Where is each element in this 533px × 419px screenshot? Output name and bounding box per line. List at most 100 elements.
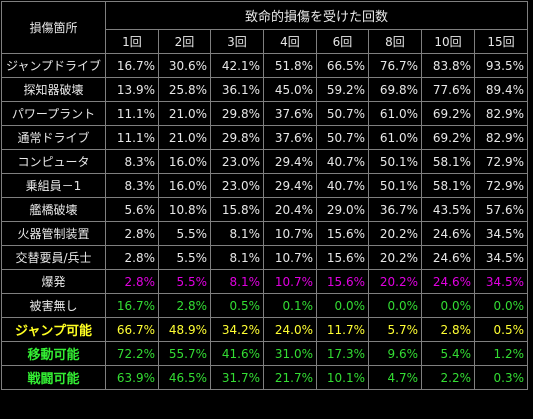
table-row: ジャンプ可能 66.7% 48.9% 34.2% 24.0% 11.7% 5.7% 2.8% 0… [1, 317, 528, 342]
table-cell: 8.3% [105, 149, 159, 174]
table-row: 交替要員/兵士 2.8% 5.5% 8.1% 10.7% 15.6% 20.2% 24.6% 3… [1, 245, 528, 270]
row-label: ジャンプドライブ [1, 53, 106, 78]
table-cell: 83.8% [421, 53, 475, 78]
table-cell: 23.0% [210, 149, 264, 174]
table-cell: 11.1% [105, 101, 159, 126]
table-cell: 34.2% [210, 317, 264, 342]
table-cell: 93.5% [474, 53, 528, 78]
table-cell: 63.9% [105, 365, 159, 390]
table-cell: 59.2% [316, 77, 369, 102]
table-cell: 16.7% [105, 53, 159, 78]
table-row: 戦闘可能 63.9% 46.5% 31.7% 21.7% 10.1% 4.7% 2.2% 0.3… [1, 365, 528, 390]
table-cell: 5.5% [158, 245, 211, 270]
table-cell: 40.7% [316, 173, 369, 198]
row-label: 艦橋破壊 [1, 197, 106, 222]
table-cell: 55.7% [158, 341, 211, 366]
column-header: 6回 [316, 29, 369, 54]
column-header: 15回 [474, 29, 528, 54]
row-label: 乗組員－1 [1, 173, 106, 198]
table-cell: 40.7% [316, 149, 369, 174]
table-cell: 20.2% [368, 245, 422, 270]
table-cell: 5.5% [158, 269, 211, 294]
row-label: 移動可能 [1, 341, 106, 366]
table-cell: 13.9% [105, 77, 159, 102]
table-cell: 50.1% [368, 173, 422, 198]
table-cell: 72.2% [105, 341, 159, 366]
table-cell: 2.8% [421, 317, 475, 342]
row-label: 通常ドライブ [1, 125, 106, 150]
table-cell: 23.0% [210, 173, 264, 198]
row-label: ジャンプ可能 [1, 317, 106, 342]
table-cell: 46.5% [158, 365, 211, 390]
table-cell: 5.5% [158, 221, 211, 246]
table-cell: 0.0% [421, 293, 475, 318]
table-cell: 21.0% [158, 125, 211, 150]
table-cell: 69.2% [421, 101, 475, 126]
table-cell: 0.3% [474, 365, 528, 390]
table-cell: 2.2% [421, 365, 475, 390]
table-cell: 9.6% [368, 341, 422, 366]
table-cell: 31.0% [263, 341, 317, 366]
table-cell: 15.6% [316, 245, 369, 270]
table-cell: 2.8% [105, 245, 159, 270]
row-label: コンピュータ [1, 149, 106, 174]
table-cell: 21.7% [263, 365, 317, 390]
table-cell: 37.6% [263, 101, 317, 126]
table-cell: 82.9% [474, 125, 528, 150]
table-cell: 29.0% [316, 197, 369, 222]
table-cell: 37.6% [263, 125, 317, 150]
table-cell: 29.4% [263, 173, 317, 198]
table-cell: 24.0% [263, 317, 317, 342]
table-cell: 89.4% [474, 77, 528, 102]
table-cell: 0.1% [263, 293, 317, 318]
header-row-2: 1回 2回 3回 4回 6回 8回 10回 15回 [2, 29, 528, 54]
table-cell: 66.7% [105, 317, 159, 342]
row-label: 交替要員/兵士 [1, 245, 106, 270]
table-cell: 66.5% [316, 53, 369, 78]
column-header: 1回 [105, 29, 159, 54]
table-cell: 8.1% [210, 245, 264, 270]
column-header: 8回 [368, 29, 422, 54]
table-cell: 8.3% [105, 173, 159, 198]
table-cell: 29.8% [210, 101, 264, 126]
location-header: 損傷箇所 [1, 1, 106, 54]
table-cell: 82.9% [474, 101, 528, 126]
table-cell: 10.1% [316, 365, 369, 390]
table-cell: 0.5% [474, 317, 528, 342]
table-cell: 0.0% [368, 293, 422, 318]
table-cell: 10.7% [263, 221, 317, 246]
table-cell: 20.4% [263, 197, 317, 222]
column-header: 4回 [263, 29, 317, 54]
table-cell: 24.6% [421, 245, 475, 270]
table-cell: 11.7% [316, 317, 369, 342]
table-row: パワープラント 11.1% 21.0% 29.8% 37.6% 50.7% 61.0% 69.… [1, 101, 528, 126]
table-cell: 20.2% [368, 269, 422, 294]
table-cell: 36.1% [210, 77, 264, 102]
table-cell: 61.0% [368, 125, 422, 150]
table-cell: 21.0% [158, 101, 211, 126]
table-cell: 15.8% [210, 197, 264, 222]
table-cell: 2.8% [158, 293, 211, 318]
table-cell: 16.0% [158, 149, 211, 174]
table-cell: 58.1% [421, 173, 475, 198]
table-cell: 43.5% [421, 197, 475, 222]
table-cell: 24.6% [421, 221, 475, 246]
table-cell: 15.6% [316, 221, 369, 246]
table-cell: 2.8% [105, 269, 159, 294]
table-cell: 17.3% [316, 341, 369, 366]
table-cell: 51.8% [263, 53, 317, 78]
row-label: 火器管制装置 [1, 221, 106, 246]
table-cell: 76.7% [368, 53, 422, 78]
table-cell: 10.7% [263, 269, 317, 294]
table-row: 艦橋破壊 5.6% 10.8% 15.8% 20.4% 29.0% 36.7% 43.5% 57… [1, 197, 528, 222]
table-cell: 42.1% [210, 53, 264, 78]
table-cell: 15.6% [316, 269, 369, 294]
table-cell: 45.0% [263, 77, 317, 102]
table-cell: 57.6% [474, 197, 528, 222]
table-row: 乗組員－1 8.3% 16.0% 23.0% 29.4% 40.7% 50.1% 58.1% 7… [1, 173, 528, 198]
table-cell: 10.7% [263, 245, 317, 270]
table-cell: 5.6% [105, 197, 159, 222]
table-cell: 5.7% [368, 317, 422, 342]
table-cell: 36.7% [368, 197, 422, 222]
table-cell: 61.0% [368, 101, 422, 126]
